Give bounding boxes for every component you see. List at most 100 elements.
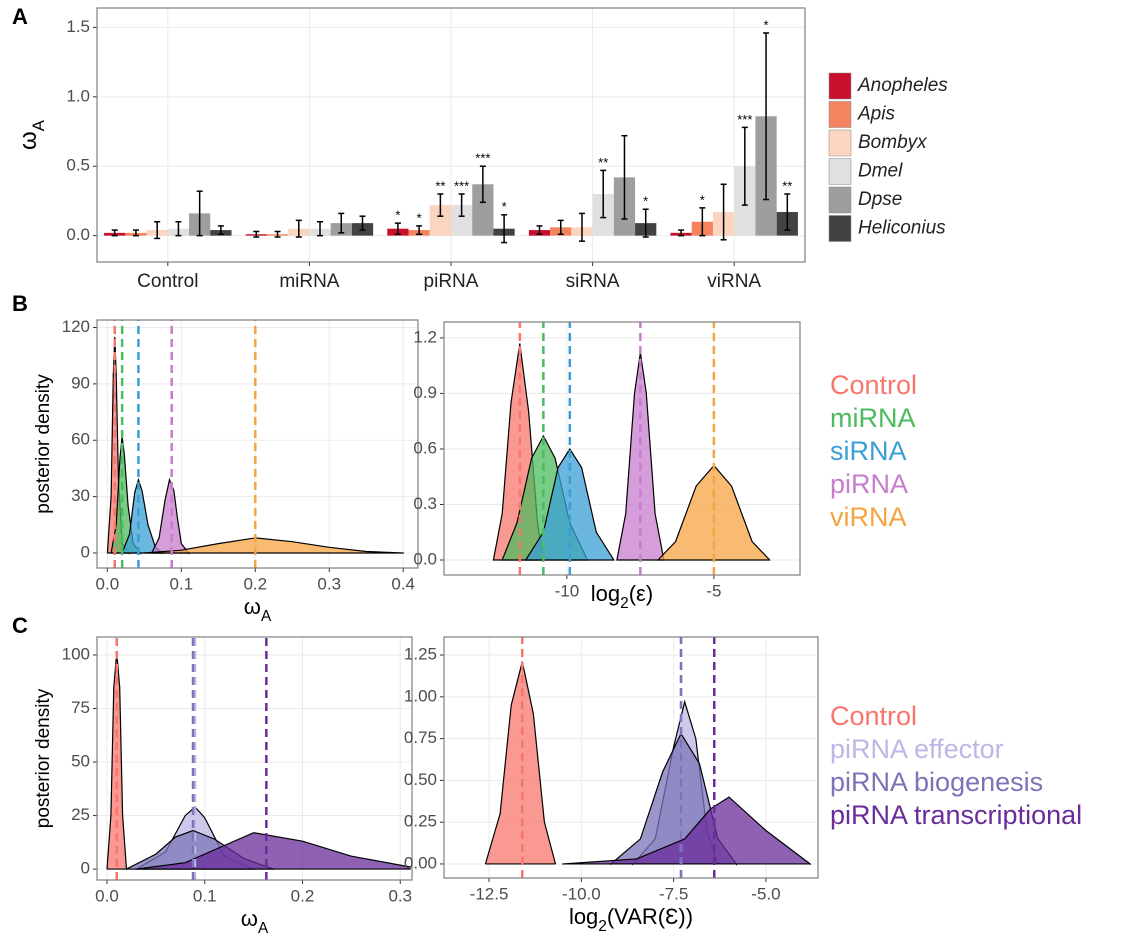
panel-label: C (12, 613, 28, 638)
x-tick-label: piRNA (424, 271, 479, 292)
x-tick-label: -5 (706, 581, 721, 600)
x-tick-label: 0.1 (169, 574, 193, 593)
y-tick-label: 1.0 (66, 86, 90, 105)
error-bar (699, 207, 706, 237)
error-bar (437, 193, 444, 217)
x-axis-label-part: A (258, 920, 269, 937)
error-bar (578, 212, 585, 242)
y-tick-label: 25 (71, 805, 90, 824)
bar (472, 184, 494, 236)
legend-label: Dmel (858, 161, 903, 182)
legend-label: Anopheles (857, 75, 948, 96)
y-tick-label: 0.3 (413, 494, 437, 513)
plot-border (96, 636, 413, 881)
x-tick-label: 0.2 (243, 574, 267, 593)
y-tick-label: 0.6 (413, 438, 437, 457)
x-tick-label: -5.0 (751, 884, 780, 903)
legend-label: piRNA effector (830, 734, 1004, 764)
legend-label: Dpse (858, 189, 902, 210)
plot-border (96, 319, 419, 569)
significance-label: * (395, 208, 400, 223)
density-area (135, 832, 411, 870)
error-bar (338, 212, 345, 234)
legend-label: Bombyx (858, 132, 928, 153)
y-tick-label: 0.25 (404, 812, 437, 831)
legend-label: viRNA (830, 502, 907, 532)
x-tick-label: 0.0 (95, 886, 119, 905)
significance-label: *** (454, 178, 469, 193)
error-bar (394, 222, 401, 235)
y-tick-label: 100 (62, 644, 90, 663)
y-tick-label: 0.0 (66, 225, 90, 244)
legend-label: siRNA (830, 436, 907, 466)
x-tick-label: 0.3 (317, 574, 341, 593)
legend-label: miRNA (830, 403, 916, 433)
error-bar (217, 225, 224, 235)
y-tick-label: 75 (71, 698, 90, 717)
y-tick-label: 0.00 (404, 853, 437, 872)
x-tick-label: miRNA (279, 271, 339, 292)
y-tick-label: 60 (71, 430, 90, 449)
error-bar (458, 193, 465, 217)
legend-label: Control (830, 370, 917, 400)
legend-label: piRNA biogenesis (830, 767, 1043, 797)
y-axis-label: ωA (15, 119, 48, 150)
error-bar (600, 169, 607, 219)
legend-label: Apis (857, 104, 895, 125)
x-tick-label: 0.3 (388, 886, 412, 905)
y-tick-label: 0.9 (413, 383, 437, 402)
x-tick-label: siRNA (566, 271, 620, 292)
x-axis-label: ωA (241, 906, 269, 937)
legend-swatch (828, 129, 852, 157)
legend-swatch (828, 101, 852, 128)
x-tick-label: Control (137, 271, 198, 292)
legend-swatch (828, 215, 852, 242)
error-bar (196, 190, 203, 237)
x-axis-label-part: 2 (598, 918, 607, 935)
x-tick-label: -7.5 (659, 884, 688, 903)
density-area (143, 537, 404, 554)
legend-label: piRNA transcriptional (830, 800, 1082, 830)
significance-label: *** (737, 112, 752, 127)
y-tick-label: 0.5 (66, 156, 90, 175)
y-axis-label: posterior density (33, 374, 54, 514)
significance-label: * (502, 199, 507, 214)
legend-swatch (828, 72, 852, 100)
error-bar (501, 214, 508, 244)
error-bar (557, 219, 564, 235)
y-tick-label: 1.5 (66, 17, 90, 36)
y-axis-label-part: A (29, 119, 48, 131)
error-bar (295, 219, 302, 238)
significance-label: * (643, 194, 648, 209)
y-tick-label: 90 (71, 373, 90, 392)
x-tick-label: viRNA (707, 271, 761, 292)
y-tick-label: 0 (81, 859, 90, 878)
error-bar (359, 215, 366, 231)
x-tick-label: -10.0 (562, 884, 601, 903)
bar (429, 205, 451, 236)
error-bar (536, 225, 543, 235)
y-tick-label: 1.25 (404, 645, 437, 664)
x-axis-label: ωA (244, 594, 272, 625)
legend-label: Control (830, 701, 917, 731)
significance-label: ** (435, 178, 445, 193)
plot-border (443, 636, 819, 879)
legend-swatch (828, 186, 852, 214)
significance-label: ** (598, 155, 608, 170)
panel-label: B (12, 291, 28, 316)
x-axis-label-part: (VAR(Ɛ)) (607, 904, 693, 929)
x-tick-label: 0.2 (291, 886, 315, 905)
error-bar (175, 220, 182, 237)
error-bar (416, 225, 423, 235)
x-axis-label-part: ω (244, 594, 261, 619)
x-axis-label: log2(ε) (591, 581, 653, 612)
x-axis-label-part: (ε) (629, 581, 653, 606)
density-area (484, 661, 557, 865)
legend-swatch (828, 158, 852, 185)
y-tick-label: 0.75 (404, 728, 437, 747)
error-bar (678, 229, 685, 237)
x-axis-label-part: log (591, 581, 620, 606)
x-axis-label-part: ω (241, 906, 258, 931)
